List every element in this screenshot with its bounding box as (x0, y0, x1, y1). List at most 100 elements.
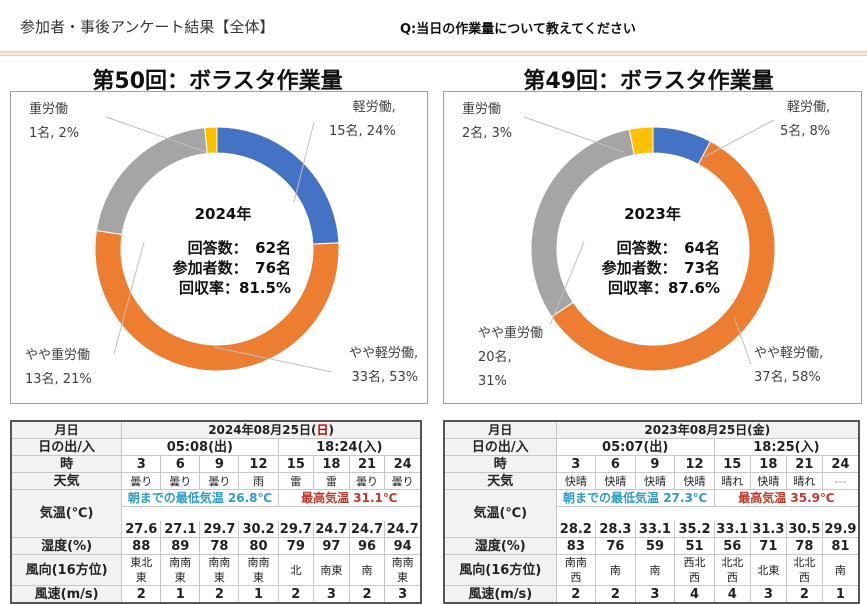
humidity-cell: 97 (313, 537, 350, 555)
hour-cell: 18 (313, 455, 350, 473)
hour-cell: 15 (277, 455, 315, 473)
weather-cell: 曇り (160, 472, 201, 490)
row-label: 月日 (443, 420, 557, 439)
wind-speed-cell: 3 (384, 585, 422, 604)
row-temp-spacer (444, 506, 860, 521)
temp-cell: 33.1 (634, 521, 676, 538)
chart-year-label: 2023年 (624, 205, 681, 223)
data-label-heavy: 重労働 1名, 2% (29, 102, 80, 141)
humidity-cell: 96 (348, 537, 386, 555)
high-temp: 最高気温 31.1℃ (277, 489, 422, 507)
data-label-somewhat-heavy: やや重労働 13名, 21% (25, 348, 92, 387)
temp-cell: 30.2 (238, 521, 279, 538)
weekday: 金 (752, 422, 765, 437)
row-hour: 時 3 6 9 12 15 18 21 24 (10, 455, 422, 473)
weather-cell: 曇り (121, 472, 162, 490)
stat-responses: 回答数： 64名 (616, 239, 720, 257)
wind-dir-cell: 南南西 (555, 554, 597, 586)
humidity-cell: 88 (121, 537, 162, 555)
humidity-cell: 79 (277, 537, 315, 555)
row-label: 風向(16方位) (10, 554, 123, 586)
row-label: 風速(m/s) (10, 585, 123, 604)
leader-line (549, 241, 585, 326)
chart-title-49: 第49回：ボラスタ作業量 (523, 69, 774, 94)
wind-speed-cell: 2 (199, 585, 240, 604)
row-temp-summary: 気温(℃) 朝までの最低気温 26.8℃ 最高気温 31.1℃ (10, 489, 422, 538)
temp-spacer (121, 506, 422, 521)
wind-speed-cell: 2 (121, 585, 162, 604)
weather-cell: 曇り (199, 472, 240, 490)
hour-cell: 21 (785, 455, 823, 473)
wind-dir-cell: 南南東 (199, 554, 240, 586)
sunset: 18:25(入) (713, 438, 860, 456)
row-label: 月日 (10, 420, 123, 439)
row-sun: 日の出/入 05:08(出) 18:24(入) (10, 438, 422, 456)
slice-somewhat-light (94, 229, 340, 372)
temp-cell: 24.7 (348, 521, 386, 538)
row-temp: 27.6 27.1 29.7 30.2 29.7 24.7 24.7 24.7 (11, 521, 422, 538)
hour-cell: 15 (713, 455, 751, 473)
hour-cell: 24 (384, 455, 422, 473)
row-date: 月日 2023年08月25日(金) (443, 420, 860, 439)
wind-dir-cell: 南 (348, 554, 386, 586)
wind-speed-cell: 2 (555, 585, 597, 604)
row-weather: 天気 曇り 曇り 曇り雨雷雷曇り 曇り (10, 472, 422, 490)
weather-cell: 快晴 (674, 472, 715, 490)
weather-cell: --- (821, 472, 860, 490)
hour-cell: 12 (238, 455, 279, 473)
sunset: 18:24(入) (277, 438, 422, 456)
data-label-somewhat-heavy: やや重労働 20名, 31% (478, 326, 544, 389)
weather-cell: 快晴 (555, 472, 597, 490)
wind-speed-cell: 3 (749, 585, 787, 604)
leader-line (213, 346, 333, 373)
header-divider (0, 51, 867, 56)
wind-dir-cell: 西北西 (674, 554, 715, 586)
temp-cell: 24.7 (384, 521, 422, 538)
stat-responses: 回答数： 62名 (187, 239, 291, 257)
leader-line (703, 119, 775, 158)
row-label: 湿度(%) (443, 537, 557, 555)
report-header-title: 参加者・事後アンケート結果【全体】 (20, 18, 275, 36)
wind-dir-cell: 北北西 (785, 554, 823, 586)
humidity-cell: 89 (160, 537, 201, 555)
hour-cell: 21 (348, 455, 386, 473)
row-label: 湿度(%) (10, 537, 123, 555)
temp-cell: 27.6 (121, 521, 162, 538)
stat-participants: 参加者数： 76名 (172, 259, 291, 277)
wind-speed-cell: 2 (785, 585, 823, 604)
date-cell: 2023年08月25日(金) (555, 420, 860, 439)
temp-cell: 29.7 (277, 521, 315, 538)
temp-spacer (555, 506, 860, 521)
row-weather: 天気 快晴 快晴 快晴 快晴 晴れ 快晴 晴れ --- (443, 472, 860, 490)
row-label: 時 (10, 455, 123, 473)
row-hour: 時 3 6 9 12 15 18 21 24 (443, 455, 860, 473)
weather-cell: 快晴 (634, 472, 676, 490)
wind-speed-cell: 2 (277, 585, 315, 604)
row-temp: 28.2 28.3 33.1 35.2 33.1 31.3 30.5 29.9 (444, 521, 860, 538)
data-label-light: 軽労働, 5名, 8% (780, 100, 831, 139)
wind-speed-cell: 2 (348, 585, 386, 604)
wind-speed-cell: 4 (713, 585, 751, 604)
row-wind-dir: 風向(16方位) 南南西南南西北西北北西北東 北北西南 (443, 554, 860, 586)
temp-cell: 27.1 (160, 521, 201, 538)
slice-light (216, 126, 340, 245)
leader-line (293, 121, 315, 203)
hour-cell: 9 (199, 455, 240, 473)
temp-cell: 29.7 (199, 521, 240, 538)
sunrise: 05:08(出) (121, 438, 279, 456)
leader-line (523, 116, 625, 153)
donut-chart-50: 2024年 回答数： 62名 参加者数： 76名 回収率：81.5% 軽労働, … (10, 91, 428, 404)
humidity-cell: 81 (821, 537, 860, 555)
stat-response-rate: 回収率：87.6% (607, 279, 720, 297)
data-label-somewhat-light: やや軽労働, 33名, 53% (349, 346, 419, 385)
temp-cell: 33.1 (713, 521, 751, 538)
weather-cell: 雷 (313, 472, 350, 490)
wind-dir-cell: 東北東 (121, 554, 162, 586)
row-label: 風速(m/s) (443, 585, 557, 604)
wind-dir-cell: 南 (595, 554, 636, 586)
weather-table-2024: 月日 2024年08月25日(日) 日の出/入 05:08(出) 18:24(入) 時 3 6… (10, 420, 422, 604)
slice-heavy (204, 126, 218, 155)
survey-question: Q:当日の作業量について教えてください (400, 22, 636, 37)
wind-dir-cell: 南 (634, 554, 676, 586)
temp-cell: 31.3 (749, 521, 787, 538)
